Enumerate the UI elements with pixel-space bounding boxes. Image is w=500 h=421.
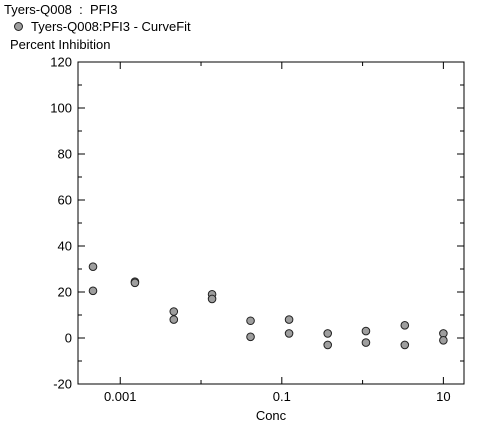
- data-point: [323, 340, 333, 350]
- data-point: [246, 316, 255, 326]
- y-tick-label: 100: [50, 101, 72, 116]
- data-point: [207, 294, 217, 304]
- y-tick-label: 0: [65, 331, 72, 346]
- data-point: [284, 329, 294, 338]
- data-point: [439, 336, 448, 345]
- legend: Tyers-Q008:PFI3 - CurveFit: [14, 19, 191, 34]
- data-point: [130, 278, 140, 288]
- chart-title: Tyers-Q008 : PFI3: [4, 2, 118, 17]
- y-tick-label: 60: [58, 193, 72, 208]
- data-point: [246, 332, 255, 342]
- data-point: [284, 315, 294, 324]
- x-tick-label: 0.001: [104, 389, 137, 404]
- plot-frame: [77, 61, 465, 385]
- data-point: [169, 315, 179, 324]
- y-tick-label: -20: [53, 377, 72, 392]
- legend-label: Tyers-Q008:PFI3 - CurveFit: [31, 19, 191, 34]
- y-tick-label: 120: [50, 55, 72, 70]
- data-point: [88, 262, 98, 272]
- data-point: [88, 286, 98, 296]
- x-tick-label: 10: [436, 389, 450, 404]
- data-point: [323, 329, 333, 338]
- legend-marker-icon: [14, 22, 23, 31]
- data-point: [361, 338, 371, 347]
- x-tick-label: 0.1: [273, 389, 291, 404]
- y-tick-label: 40: [58, 239, 72, 254]
- data-point: [400, 321, 410, 330]
- x-axis-label: Conc: [256, 408, 287, 421]
- y-axis-label: Percent Inhibition: [10, 37, 111, 52]
- y-tick-label: 80: [58, 147, 72, 162]
- data-point: [400, 340, 410, 350]
- y-tick-label: 20: [58, 285, 72, 300]
- data-point: [169, 307, 179, 316]
- data-point: [361, 326, 371, 336]
